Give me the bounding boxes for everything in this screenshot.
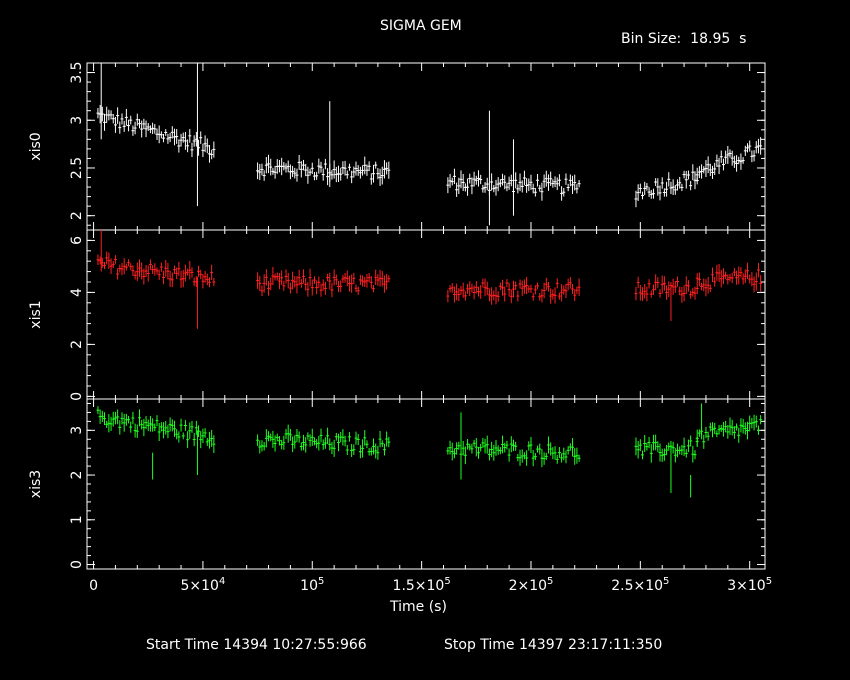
x-tick-label: 1.5×105: [393, 576, 451, 594]
x-tick-label: 3×105: [727, 576, 772, 594]
y-tick-label-xis3: 0: [69, 560, 85, 569]
panel-frame-xis0: [86, 62, 766, 231]
start-time-label: Start Time 14394 10:27:55:966: [146, 637, 367, 653]
y-tick-label-xis0: 3.5: [69, 61, 85, 83]
y-tick-label-xis1: 0: [69, 392, 85, 401]
x-tick-label: 5×104: [181, 576, 226, 594]
y-tick-label-xis0: 2: [69, 211, 85, 220]
x-tick-label: 2×105: [509, 576, 554, 594]
panel-frame-xis3: [86, 398, 766, 570]
panel-xis0: 2 2.5 3 3.5 xis0: [28, 61, 766, 231]
x-tick-label: 2.5×105: [611, 576, 669, 594]
y-tick-label-xis1: 4: [69, 288, 85, 297]
y-axis-label-xis3: xis3: [28, 470, 44, 498]
y-tick-label-xis3: 2: [69, 471, 85, 480]
x-axis-label: Time (s): [390, 599, 447, 615]
y-axis-label-xis0: xis0: [28, 132, 44, 160]
x-tick-label: 0: [89, 578, 98, 594]
y-tick-label-xis0: 3: [69, 116, 85, 125]
stop-time-label: Stop Time 14397 23:17:11:350: [444, 637, 663, 653]
panel-frame-xis1: [86, 229, 766, 400]
y-tick-label-xis1: 2: [69, 340, 85, 349]
panel-xis1: 0 2 4 6 xis1: [28, 229, 766, 401]
y-axis-label-xis1: xis1: [28, 300, 44, 328]
y-tick-label-xis0: 2.5: [69, 157, 85, 179]
y-tick-label-xis3: 1: [69, 515, 85, 524]
y-tick-label-xis3: 3: [69, 426, 85, 435]
panel-xis3: 0 1 2 3 xis3: [28, 398, 766, 570]
chart-title: SIGMA GEM: [380, 18, 462, 34]
bin-size-label: Bin Size: 18.95 s: [621, 31, 747, 47]
x-tick-label: 105: [300, 576, 324, 594]
y-tick-label-xis1: 6: [69, 236, 85, 245]
